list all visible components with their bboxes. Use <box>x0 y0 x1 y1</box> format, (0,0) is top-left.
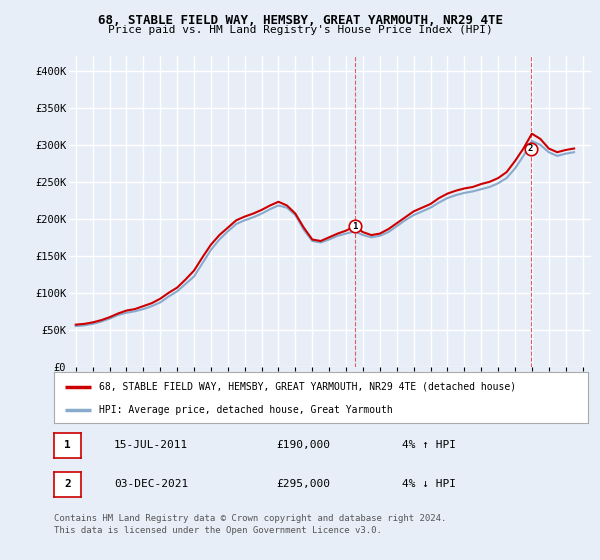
Text: Contains HM Land Registry data © Crown copyright and database right 2024.: Contains HM Land Registry data © Crown c… <box>54 514 446 522</box>
Text: 1: 1 <box>64 440 71 450</box>
Text: Price paid vs. HM Land Registry's House Price Index (HPI): Price paid vs. HM Land Registry's House … <box>107 25 493 35</box>
Text: HPI: Average price, detached house, Great Yarmouth: HPI: Average price, detached house, Grea… <box>100 405 393 415</box>
Text: £190,000: £190,000 <box>276 440 330 450</box>
Text: This data is licensed under the Open Government Licence v3.0.: This data is licensed under the Open Gov… <box>54 526 382 535</box>
Text: 1: 1 <box>352 222 358 231</box>
Text: 68, STABLE FIELD WAY, HEMSBY, GREAT YARMOUTH, NR29 4TE (detached house): 68, STABLE FIELD WAY, HEMSBY, GREAT YARM… <box>100 381 517 391</box>
Text: £295,000: £295,000 <box>276 479 330 489</box>
Text: 15-JUL-2011: 15-JUL-2011 <box>114 440 188 450</box>
Text: 4% ↑ HPI: 4% ↑ HPI <box>402 440 456 450</box>
Text: 2: 2 <box>528 144 533 153</box>
Text: 2: 2 <box>64 479 71 489</box>
Text: 4% ↓ HPI: 4% ↓ HPI <box>402 479 456 489</box>
Text: 03-DEC-2021: 03-DEC-2021 <box>114 479 188 489</box>
Text: 68, STABLE FIELD WAY, HEMSBY, GREAT YARMOUTH, NR29 4TE: 68, STABLE FIELD WAY, HEMSBY, GREAT YARM… <box>97 14 503 27</box>
